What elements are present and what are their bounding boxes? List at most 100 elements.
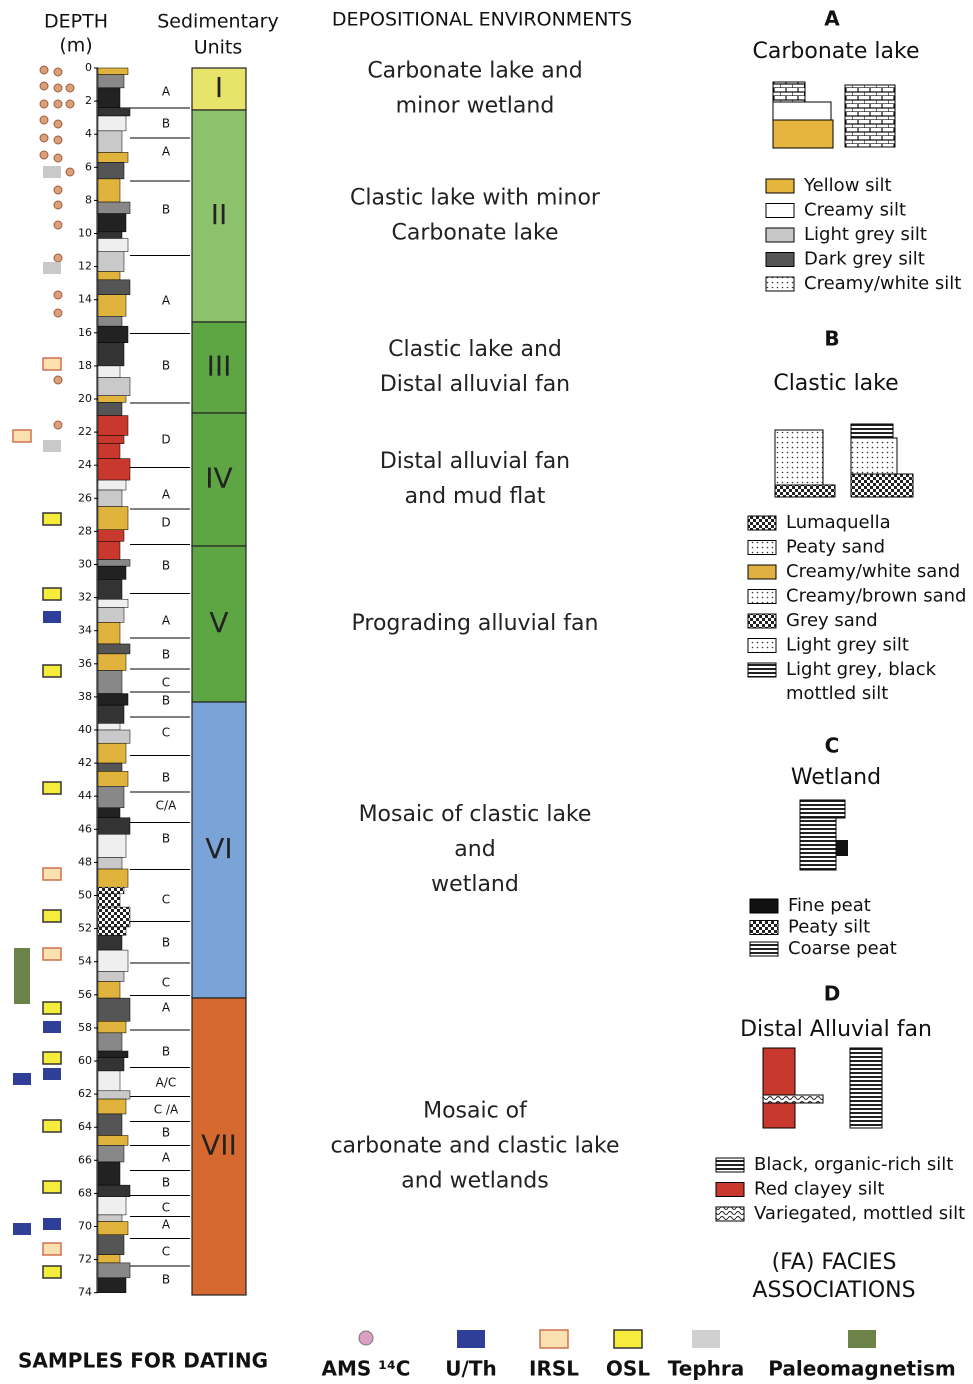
- depth-label: 40: [78, 723, 92, 736]
- legend-item: Light grey silt: [786, 635, 909, 656]
- diag: [849, 1047, 883, 1129]
- legend-item: Light grey, black: [786, 659, 937, 680]
- unit-box: [191, 321, 247, 414]
- environment-text: Clastic lake with minor: [350, 186, 601, 211]
- depth-label: 60: [78, 1054, 92, 1067]
- depth-label: 52: [78, 922, 92, 935]
- sample-symbol: [457, 1330, 485, 1348]
- litho-layer: [97, 325, 129, 343]
- facies-label: B: [162, 1045, 170, 1059]
- diag: [762, 1094, 824, 1104]
- litho-layer: [97, 201, 131, 214]
- diag: [772, 119, 834, 149]
- litho-layer: [97, 251, 125, 272]
- environment-text: and: [454, 837, 495, 862]
- ams-marker: [39, 65, 49, 75]
- legend-title: Wetland: [791, 765, 881, 790]
- sample-symbol: [613, 1329, 643, 1349]
- environment-text: minor wetland: [396, 94, 555, 119]
- legend-swatch: [765, 227, 795, 243]
- units-header: Units: [194, 37, 243, 59]
- legend-swatch: [747, 589, 777, 604]
- legend-swatch: [747, 613, 777, 629]
- environment-text: Carbonate lake and: [367, 59, 582, 84]
- paleomag-marker: [14, 948, 30, 1004]
- osl-marker: [42, 1180, 62, 1194]
- diag: [772, 81, 806, 103]
- litho-layer: [97, 67, 129, 75]
- legend-swatch: [749, 941, 779, 957]
- facies-label: B: [162, 648, 170, 662]
- litho-layer: [97, 981, 121, 999]
- ams-marker: [53, 135, 63, 145]
- facies-label: A: [162, 488, 171, 502]
- sample-label: Tephra: [668, 1357, 744, 1381]
- osl-marker: [42, 1119, 62, 1133]
- litho-layer: [97, 489, 123, 507]
- litho-layer: [97, 857, 123, 870]
- depth-label: 22: [78, 425, 92, 438]
- depth-label: 36: [78, 657, 92, 670]
- facies-label: C: [162, 726, 170, 740]
- facies-label: C: [162, 893, 170, 907]
- diag: [762, 1047, 796, 1129]
- litho-layer: [97, 1135, 129, 1146]
- litho-layer: [97, 107, 131, 117]
- diag: [799, 817, 837, 871]
- legend-letter: C: [825, 734, 840, 758]
- ams-marker: [39, 150, 49, 160]
- unit-label: IV: [205, 462, 232, 495]
- litho-layer: [97, 74, 125, 89]
- legend-swatch: [765, 203, 795, 218]
- depth-label: 56: [78, 988, 92, 1001]
- uth-marker: [43, 1218, 61, 1230]
- litho-layer: [97, 807, 121, 818]
- osl-marker: [42, 664, 62, 678]
- litho-layer: [97, 1196, 127, 1216]
- litho-layer: [97, 130, 123, 153]
- ams-marker: [53, 83, 63, 93]
- litho-layer: [97, 162, 125, 180]
- legend-item: Creamy silt: [804, 200, 906, 221]
- litho-layer: [97, 1057, 125, 1072]
- litho-layer: [97, 997, 131, 1022]
- legend-swatch: [747, 638, 777, 653]
- depth-label: 8: [85, 193, 92, 206]
- depth-label: 26: [78, 491, 92, 504]
- legend-item: Light grey silt: [804, 224, 927, 245]
- litho-layer: [97, 443, 121, 459]
- irsl-marker: [42, 1242, 62, 1256]
- environment-text: Mosaic of: [423, 1099, 528, 1124]
- depth-label: 34: [78, 624, 92, 637]
- litho-layer: [97, 906, 131, 928]
- depth-label: 64: [78, 1120, 92, 1133]
- litho-layer: [97, 1090, 131, 1100]
- litho-layer: [97, 541, 121, 560]
- osl-marker: [42, 1265, 62, 1279]
- facies-label: A: [162, 1151, 171, 1165]
- sample-label: AMS ¹⁴C: [322, 1357, 411, 1381]
- sample-symbol: [358, 1330, 374, 1346]
- unit-label: II: [211, 198, 228, 231]
- depth-label: 50: [78, 889, 92, 902]
- legend-item: Variegated, mottled silt: [754, 1203, 965, 1224]
- ams-marker: [53, 220, 63, 230]
- depth-label: 54: [78, 955, 92, 968]
- litho-layer: [97, 834, 127, 858]
- legend-item: Yellow silt: [803, 175, 892, 196]
- facies-label: A: [162, 1001, 171, 1015]
- facies-label: C: [162, 1245, 170, 1259]
- depth-label: 74: [78, 1286, 92, 1299]
- sample-symbol: [848, 1330, 876, 1348]
- uth-marker: [43, 1068, 61, 1080]
- litho-layer: [97, 395, 127, 403]
- legend-swatch: [747, 662, 777, 678]
- facies-label: A/C: [156, 1076, 177, 1090]
- unit-box: [191, 412, 247, 547]
- legend-swatch: [749, 920, 779, 935]
- osl-marker: [42, 909, 62, 923]
- environment-text: carbonate and clastic lake: [330, 1134, 619, 1159]
- facies-label: C: [162, 1201, 170, 1215]
- litho-layer: [97, 342, 125, 367]
- facies-label: B: [162, 936, 170, 950]
